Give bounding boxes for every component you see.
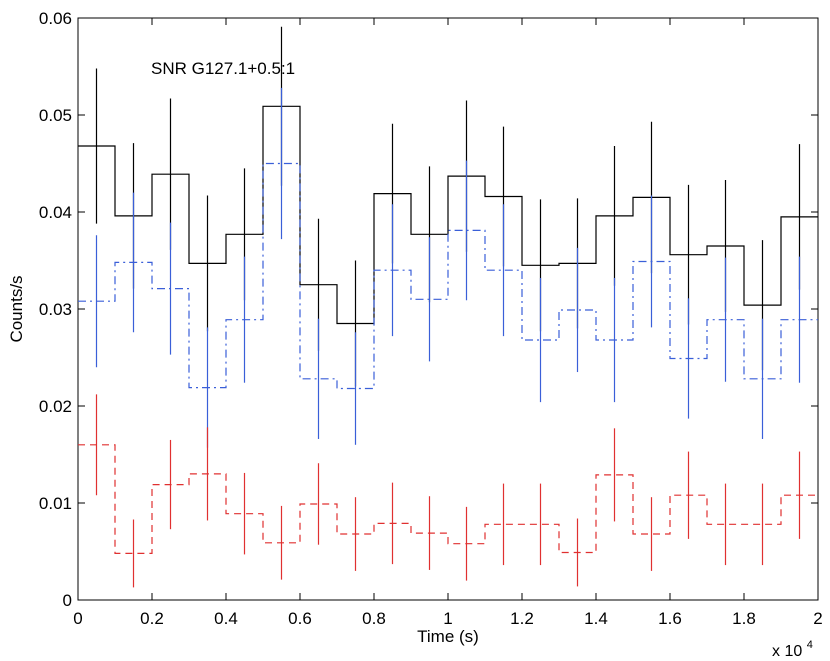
- plot-marks: [78, 26, 818, 588]
- y-tick-label: 0.06: [39, 9, 72, 28]
- series-soft: [78, 394, 818, 588]
- y-tick-label: 0.04: [39, 203, 72, 222]
- x-tick-label: 0: [73, 609, 82, 628]
- step-line-soft: [78, 444, 818, 554]
- x-tick-label: 0.4: [214, 609, 238, 628]
- x-tick-label: 1.6: [658, 609, 682, 628]
- x-tick-label: 2: [813, 609, 822, 628]
- y-tick-label: 0.02: [39, 397, 72, 416]
- x-tick-label: 1.4: [584, 609, 608, 628]
- x-tick-label: 0.2: [140, 609, 164, 628]
- axis-ticks: 0 0.2 0.4 0.6 0.8 1 1.2 1.4 1.6 1.8 2 0 0.01 0.02 0.03…: [39, 9, 823, 628]
- y-tick-label: 0.03: [39, 300, 72, 319]
- y-tick-label: 0: [63, 591, 72, 610]
- x-tick-label: 1.8: [732, 609, 756, 628]
- y-tick-label: 0.01: [39, 494, 72, 513]
- x-tick-label: 1.2: [510, 609, 534, 628]
- y-axis-label: Counts/s: [7, 275, 26, 342]
- x-tick-label: 0.6: [288, 609, 312, 628]
- series-medium: [78, 87, 818, 448]
- source-annotation: SNR G127.1+0.5:1: [151, 59, 295, 78]
- y-tick-label: 0.05: [39, 106, 72, 125]
- x-axis-label: Time (s): [417, 627, 479, 646]
- x-tick-label: 0.8: [362, 609, 386, 628]
- x-multiplier-base: x 10: [772, 643, 802, 660]
- x-tick-label: 1: [443, 609, 452, 628]
- x-multiplier: x 10 4: [772, 639, 813, 660]
- x-multiplier-exponent: 4: [807, 639, 813, 651]
